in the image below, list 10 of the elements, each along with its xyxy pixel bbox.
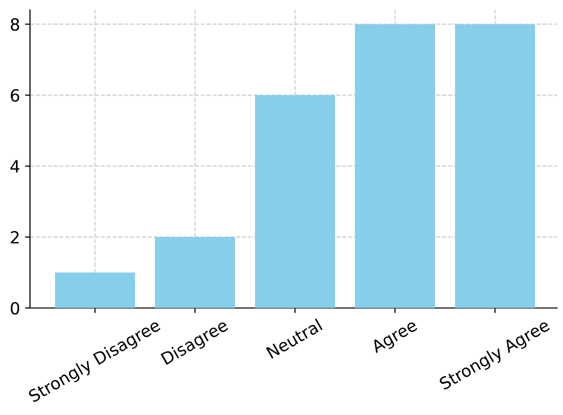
y-tick-label: 2 xyxy=(10,231,19,244)
y-tick-label: 4 xyxy=(10,160,20,172)
y-tick-label: 8 xyxy=(10,18,20,31)
bar xyxy=(255,95,335,308)
bar xyxy=(55,272,135,308)
bar xyxy=(455,24,535,308)
y-tick-label: 6 xyxy=(10,89,20,102)
bar xyxy=(155,237,235,308)
bar xyxy=(355,24,435,308)
y-tick-label: 0 xyxy=(10,302,20,315)
